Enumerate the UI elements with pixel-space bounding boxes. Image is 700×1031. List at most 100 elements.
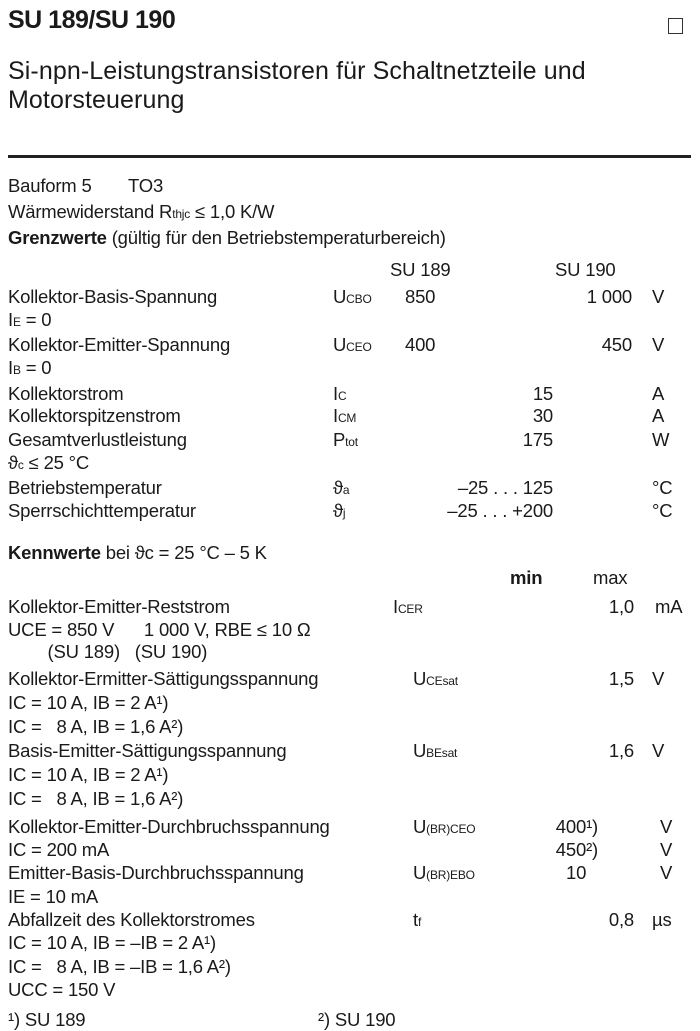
value-max: 1,6 (608, 740, 634, 761)
value-su189: 850 (405, 286, 436, 307)
thermal-resistance: Wärmewiderstand Rthjc ≤ 1,0 K/W (8, 201, 275, 222)
line-text: IE = 10 mA (8, 886, 99, 907)
col-max: max (593, 567, 628, 588)
symbol-subscript: CEO (346, 340, 372, 354)
line-text: Kollektor-Ermitter-Sättigungsspannung (8, 668, 319, 689)
param-symbol: UCBO (333, 286, 372, 310)
line-text: Kollektor-Emitter-Reststrom (8, 596, 230, 617)
condition-part: ϑ (8, 452, 18, 473)
unit: V (652, 740, 665, 761)
value-min: 450²) (555, 839, 598, 860)
param-symbol: ICER (393, 596, 423, 620)
symbol-subscript: BEsat (426, 746, 458, 760)
page-title: SU 189/SU 190 (8, 6, 176, 34)
condition-part: I (8, 357, 13, 378)
value: –25 . . . +200 (447, 500, 553, 521)
condition-part: c (17, 458, 24, 472)
line-text: Emitter-Basis-Durchbruchsspannung (8, 862, 304, 883)
condition-part: B (12, 363, 21, 377)
unit: V (660, 839, 673, 860)
subtitle: Si-npn-Leistungstransistoren für Schaltn… (8, 57, 586, 85)
condition-part: E (12, 315, 21, 329)
line-text: (SU 189) (SU 190) (8, 641, 208, 662)
param-name: Kollektorspitzenstrom (8, 405, 181, 426)
line-text: IC = 8 A, IB = 1,6 A²) (8, 716, 184, 737)
line-text: UCC = 150 V (8, 979, 116, 1000)
unit: °C (652, 477, 673, 498)
unit: °C (652, 500, 673, 521)
param-symbol: UCEO (333, 334, 372, 358)
unit: V (660, 816, 673, 837)
symbol: U (413, 816, 427, 837)
footnote-1: ¹) SU 189 (8, 1009, 86, 1030)
symbol: t (413, 909, 418, 930)
condition: IB = 0 (8, 357, 52, 381)
subtitle: Motorsteuerung (8, 86, 185, 114)
line-text: IC = 10 A, IB = –IB = 2 A¹) (8, 932, 216, 953)
condition-part: I (8, 309, 13, 330)
value-max: 1,0 (608, 596, 634, 617)
symbol: I (333, 405, 338, 426)
value-su190: 1 000 (586, 286, 632, 307)
param-symbol: Ptot (333, 429, 358, 453)
symbol: ϑ (333, 500, 343, 521)
value: 30 (532, 405, 553, 426)
condition: ϑc ≤ 25 °C (8, 452, 89, 476)
bauform: Bauform 5 (8, 175, 92, 196)
line-text: Kollektor-Emitter-Durchbruchsspannung (8, 816, 330, 837)
symbol: I (393, 596, 398, 617)
symbol-subscript: tot (345, 435, 358, 449)
param-name: Betriebstemperatur (8, 477, 162, 498)
unit: mA (655, 596, 683, 617)
symbol-subscript: CER (397, 602, 423, 616)
symbol: U (333, 286, 347, 307)
unit: A (652, 383, 665, 404)
value-min: 10 (566, 862, 587, 883)
condition-part: = 0 (20, 309, 52, 330)
symbol: U (333, 334, 347, 355)
param-name: Kollektorstrom (8, 383, 124, 404)
value: 175 (522, 429, 553, 450)
symbol-subscript: (BR)EBO (426, 868, 475, 882)
value-max: 1,5 (608, 668, 634, 689)
param-symbol: IC (333, 383, 347, 407)
footnote-2: ²) SU 190 (318, 1009, 396, 1030)
heading-rest: bei ϑc = 25 °C – 5 K (105, 542, 267, 563)
unit: µs (652, 909, 672, 930)
line-text: IC = 8 A, IB = –IB = 1,6 A²) (8, 956, 231, 977)
condition-part: ≤ 25 °C (23, 452, 90, 473)
unit: V (652, 286, 665, 307)
param-name: Gesamtverlustleistung (8, 429, 187, 450)
param-symbol: ϑj (333, 500, 346, 524)
param-symbol: UBEsat (413, 740, 457, 764)
symbol-subscript: CBO (346, 292, 372, 306)
symbol: U (413, 862, 427, 883)
checkbox[interactable] (668, 18, 683, 34)
condition: IE = 0 (8, 309, 52, 333)
value-su189: 400 (405, 334, 436, 355)
symbol: ϑ (333, 477, 343, 498)
symbol: I (333, 383, 338, 404)
line-text: IC = 200 mA (8, 839, 110, 860)
symbol-subscript: CEsat (426, 674, 458, 688)
param-symbol: UCEsat (413, 668, 458, 692)
grenzwerte-heading: Grenzwerte (gültig für den Betriebstempe… (8, 227, 446, 248)
value-min: 400¹) (555, 816, 598, 837)
line-text: IC = 10 A, IB = 2 A¹) (8, 692, 169, 713)
col-min: min (510, 567, 543, 588)
value-max: 0,8 (608, 909, 634, 930)
unit: V (660, 862, 673, 883)
value: –25 . . . 125 (457, 477, 553, 498)
symbol-subscript: f (417, 915, 422, 929)
param-symbol: tf (413, 909, 421, 933)
symbol-subscript: C (337, 389, 347, 403)
symbol-subscript: j (342, 506, 346, 520)
unit: A (652, 405, 665, 426)
unit: V (652, 334, 665, 355)
symbol: U (413, 668, 427, 689)
col-su189: SU 189 (390, 259, 451, 280)
param-symbol: ICM (333, 405, 356, 429)
param-symbol: U(BR)CEO (413, 816, 476, 840)
kennwerte-heading: Kennwerte bei ϑc = 25 °C – 5 K (8, 542, 267, 564)
param-name: Kollektor-Basis-Spannung (8, 286, 218, 307)
